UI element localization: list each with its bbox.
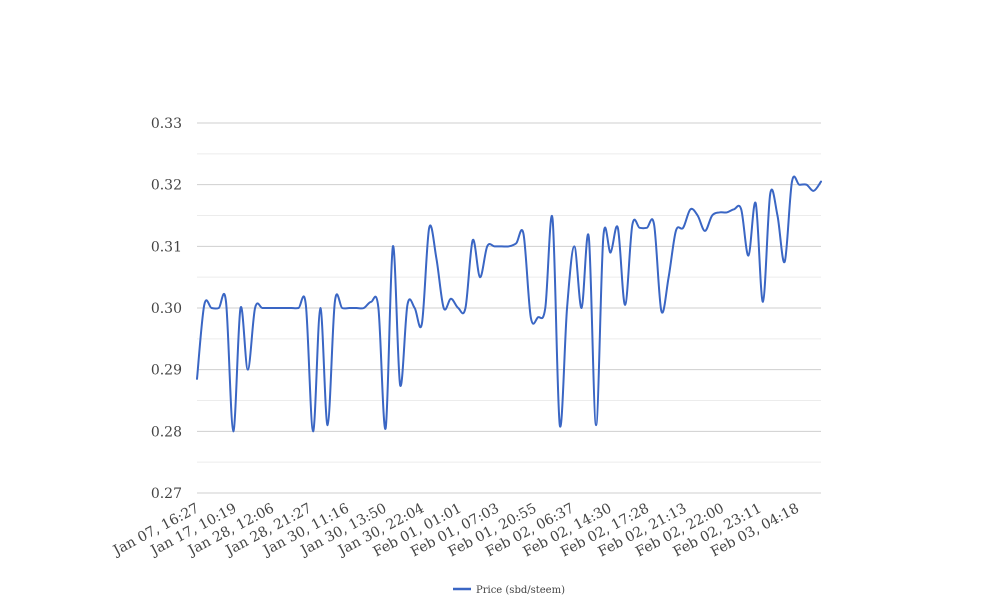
- y-tick-label: 0.29: [151, 363, 182, 379]
- legend-label: Price (sbd/steem): [476, 585, 565, 596]
- series-line: [196, 175, 822, 433]
- legend: Price (sbd/steem): [453, 585, 565, 596]
- grid: [197, 122, 821, 494]
- y-tick-label: 0.28: [151, 424, 182, 440]
- y-tick-label: 0.32: [151, 178, 182, 194]
- series-lines: [196, 175, 822, 433]
- y-tick-label: 0.30: [151, 301, 182, 317]
- y-tick-label: 0.27: [151, 486, 182, 502]
- y-tick-label: 0.33: [151, 116, 182, 132]
- y-tick-label: 0.31: [151, 239, 182, 255]
- y-axis-tick-labels: 0.27 0.28 0.29 0.30 0.31 0.32 0.33: [151, 116, 182, 502]
